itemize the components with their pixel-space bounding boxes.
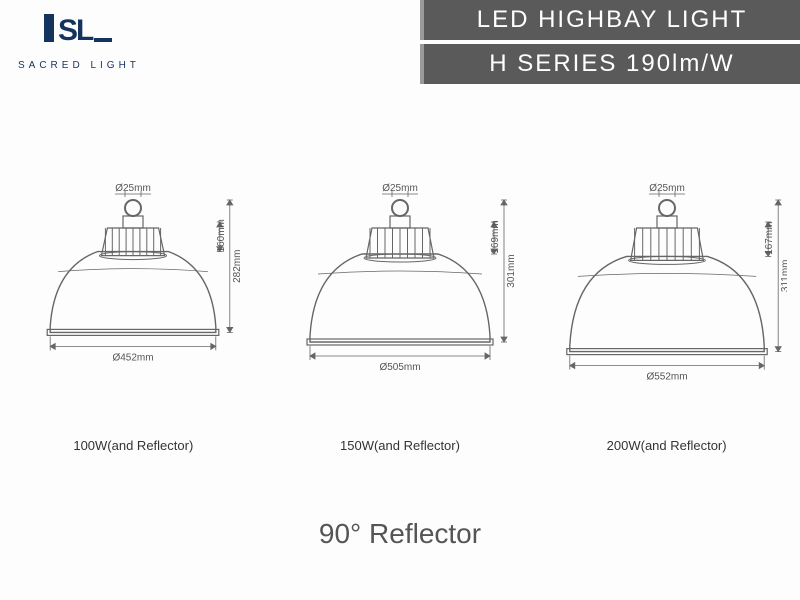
logo-mark-icon: SL [44,14,114,54]
unit-caption: 150W(and Reflector) [340,438,460,453]
svg-text:311mm: 311mm [780,259,787,292]
unit-diagram: Ø452mm Ø25mm [13,180,253,453]
svg-text:Ø452mm: Ø452mm [113,352,154,363]
unit-caption: 200W(and Reflector) [607,438,727,453]
svg-text:Ø505mm: Ø505mm [379,362,420,373]
svg-text:Ø25mm: Ø25mm [382,183,418,194]
header-banners: LED HIGHBAY LIGHT H SERIES 190lm/W [420,0,800,84]
highbay-diagram: Ø452mm Ø25mm [13,180,253,420]
svg-text:167mm: 167mm [764,222,775,255]
svg-text:169mm: 169mm [490,220,501,253]
banner-title: LED HIGHBAY LIGHT [420,0,800,40]
svg-text:301mm: 301mm [506,254,517,287]
svg-text:Ø25mm: Ø25mm [649,183,685,194]
brand-logo: SL SACRED LIGHT [18,14,140,71]
svg-text:SL: SL [58,14,94,47]
svg-text:Ø552mm: Ø552mm [646,372,687,383]
unit-diagram: Ø552mm Ø25mm [547,180,787,453]
svg-text:282mm: 282mm [232,250,243,283]
banner-subtitle: H SERIES 190lm/W [420,44,800,84]
highbay-diagram: Ø552mm Ø25mm [547,180,787,420]
svg-text:160mm: 160mm [216,219,227,252]
diagram-row: Ø452mm Ø25mm [0,180,800,453]
highbay-diagram: Ø505mm Ø25mm [280,180,520,420]
unit-diagram: Ø505mm Ø25mm [280,180,520,453]
unit-caption: 100W(and Reflector) [73,438,193,453]
brand-name: SACRED LIGHT [18,60,140,71]
bottom-title: 90° Reflector [0,518,800,550]
svg-text:Ø25mm: Ø25mm [116,183,152,194]
